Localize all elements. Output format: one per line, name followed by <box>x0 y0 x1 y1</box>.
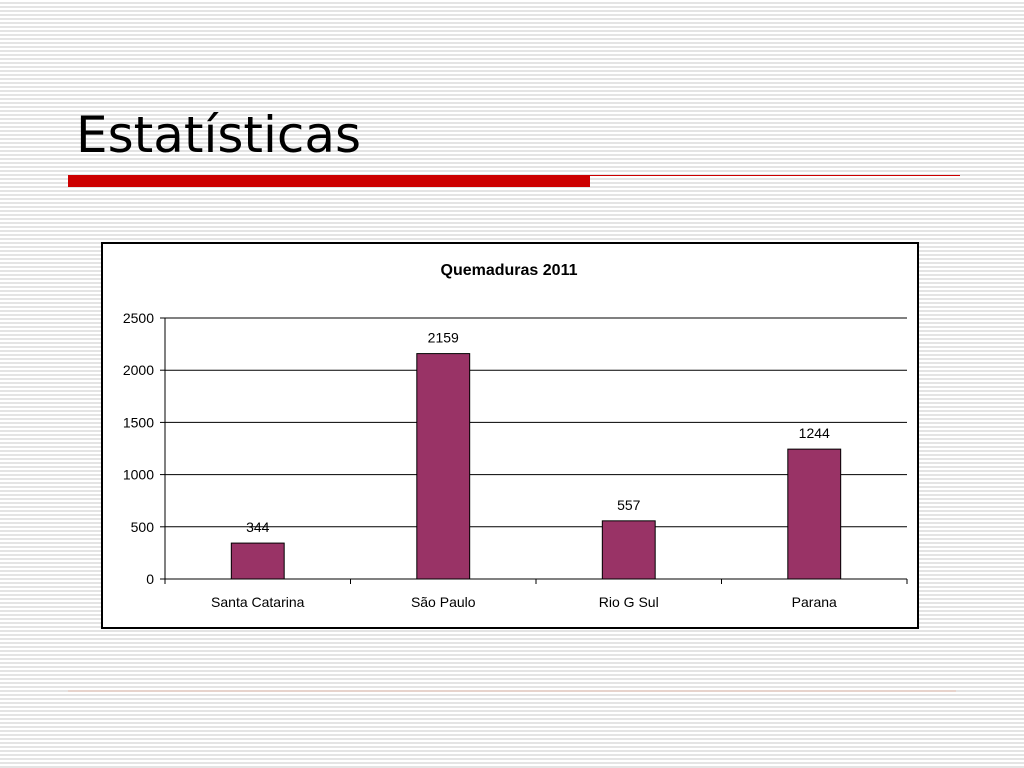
bars <box>230 353 842 580</box>
bar-chart: Quemaduras 2011 0 500 1000 1500 2000 2500 344… <box>123 262 908 610</box>
y-tick-label: 1000 <box>123 467 154 483</box>
y-tick-label: 500 <box>131 519 155 535</box>
data-label: 1244 <box>799 425 830 441</box>
y-tick-label: 2000 <box>123 362 154 378</box>
y-tick-label: 2500 <box>123 310 154 326</box>
data-label: 344 <box>246 519 270 535</box>
data-label: 557 <box>617 497 641 513</box>
title-underline-thick <box>68 175 590 187</box>
category-label: Santa Catarina <box>211 594 305 610</box>
bar-santa-catarina <box>230 542 285 580</box>
bar-parana <box>787 448 842 580</box>
category-label: São Paulo <box>411 594 476 610</box>
category-label: Rio G Sul <box>599 594 659 610</box>
y-tick-label: 1500 <box>123 414 154 430</box>
y-axis-ticks: 0 500 1000 1500 2000 2500 <box>123 310 165 587</box>
footer-divider <box>68 690 956 692</box>
title-underline-thin <box>590 175 960 176</box>
bar-s-o-paulo <box>416 353 471 580</box>
x-axis-categories: Santa Catarina São Paulo Rio G Sul Parana <box>211 594 837 610</box>
bar-rio-g-sul <box>601 520 656 580</box>
y-tick-label: 0 <box>146 571 154 587</box>
category-label: Parana <box>792 594 837 610</box>
data-label: 2159 <box>428 330 459 346</box>
chart-frame: Quemaduras 2011 0 500 1000 1500 2000 2500 344… <box>101 242 919 629</box>
slide-title: Estatísticas <box>76 106 362 164</box>
data-labels: 344 2159 557 1244 <box>246 330 830 535</box>
gridlines <box>165 317 907 528</box>
chart-title: Quemaduras 2011 <box>441 262 578 279</box>
axes <box>164 318 908 584</box>
